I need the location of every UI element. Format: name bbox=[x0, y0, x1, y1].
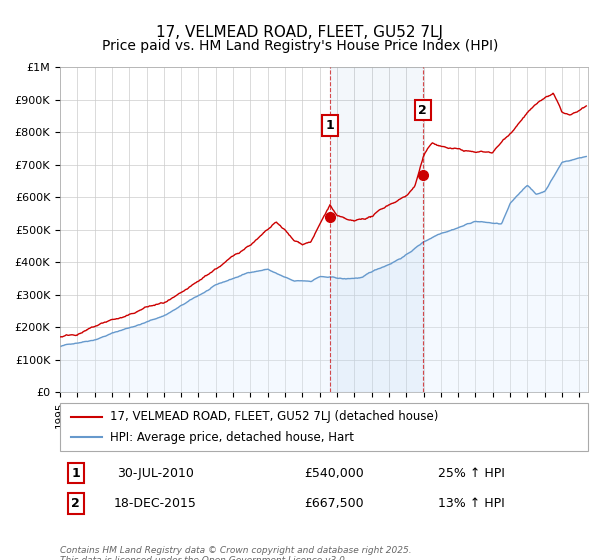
Bar bbox=[330, 67, 423, 392]
Text: Contains HM Land Registry data © Crown copyright and database right 2025.
This d: Contains HM Land Registry data © Crown c… bbox=[60, 546, 412, 560]
Text: 1: 1 bbox=[325, 119, 334, 132]
Text: Price paid vs. HM Land Registry's House Price Index (HPI): Price paid vs. HM Land Registry's House … bbox=[102, 39, 498, 53]
Text: 30-JUL-2010: 30-JUL-2010 bbox=[116, 466, 193, 479]
Text: 18-DEC-2015: 18-DEC-2015 bbox=[113, 497, 196, 510]
Text: 13% ↑ HPI: 13% ↑ HPI bbox=[439, 497, 505, 510]
Text: 25% ↑ HPI: 25% ↑ HPI bbox=[439, 466, 505, 479]
Text: 17, VELMEAD ROAD, FLEET, GU52 7LJ (detached house): 17, VELMEAD ROAD, FLEET, GU52 7LJ (detac… bbox=[110, 410, 439, 423]
Text: £540,000: £540,000 bbox=[305, 466, 364, 479]
Text: HPI: Average price, detached house, Hart: HPI: Average price, detached house, Hart bbox=[110, 431, 354, 444]
Text: 17, VELMEAD ROAD, FLEET, GU52 7LJ: 17, VELMEAD ROAD, FLEET, GU52 7LJ bbox=[157, 25, 443, 40]
Text: 2: 2 bbox=[418, 104, 427, 116]
Text: 1: 1 bbox=[71, 466, 80, 479]
Text: 2: 2 bbox=[71, 497, 80, 510]
Text: £667,500: £667,500 bbox=[305, 497, 364, 510]
FancyBboxPatch shape bbox=[60, 403, 588, 451]
